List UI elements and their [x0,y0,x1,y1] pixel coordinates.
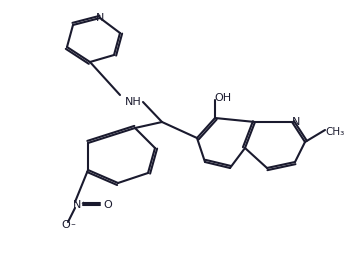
Text: NH: NH [125,97,142,107]
Text: N: N [73,200,81,210]
Text: $^-$: $^-$ [69,221,77,230]
Text: CH₃: CH₃ [325,127,345,137]
Text: N: N [292,117,300,127]
Text: O: O [103,200,112,210]
Text: N: N [96,13,104,23]
Text: OH: OH [214,93,232,103]
Text: $^+$: $^+$ [79,200,87,210]
Text: O: O [62,220,70,230]
